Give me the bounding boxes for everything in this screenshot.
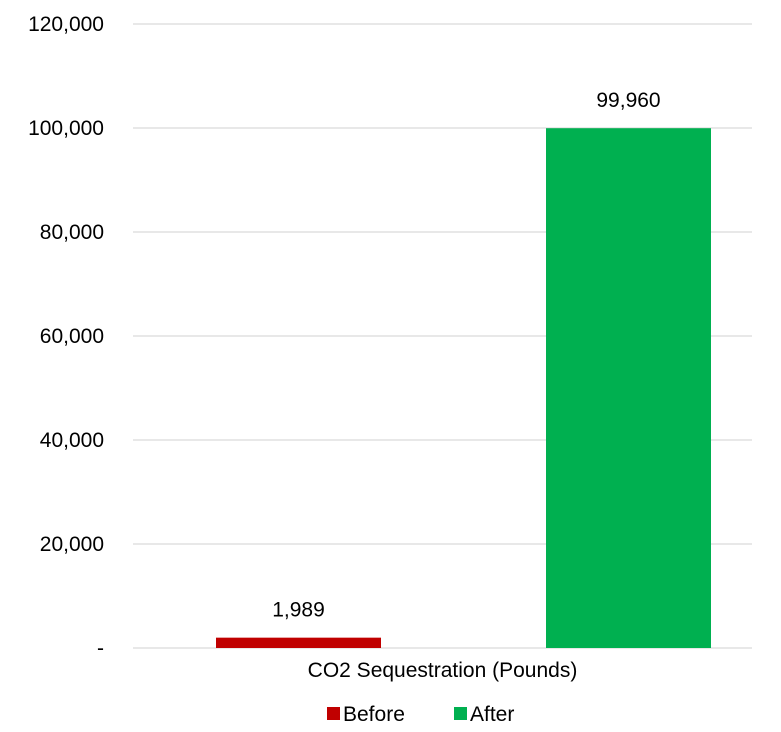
x-axis-category-labels: CO2 Sequestration (Pounds): [308, 659, 578, 682]
data-labels: 1,989 99,960: [272, 89, 660, 621]
legend-swatch-after: [454, 707, 467, 720]
bars: [216, 128, 711, 648]
y-tick-label: 40,000: [40, 429, 104, 452]
y-tick-label: -: [97, 637, 104, 660]
y-tick-label: 80,000: [40, 221, 104, 244]
legend-label-before: Before: [343, 703, 405, 726]
x-category-label: CO2 Sequestration (Pounds): [308, 659, 578, 682]
gridlines: [133, 23, 752, 649]
legend-item-after: After: [454, 703, 514, 726]
legend: Before After: [327, 703, 514, 726]
bar-after: [546, 128, 711, 648]
data-label-after: 99,960: [596, 89, 660, 112]
y-tick-label: 120,000: [28, 13, 104, 36]
bar-before: [216, 637, 381, 648]
y-tick-label: 60,000: [40, 325, 104, 348]
legend-item-before: Before: [327, 703, 405, 726]
y-tick-label: 100,000: [28, 117, 104, 140]
legend-label-after: After: [470, 703, 514, 726]
y-tick-label: 20,000: [40, 533, 104, 556]
legend-swatch-before: [327, 707, 340, 720]
y-axis-tick-labels: - 20,000 40,000 60,000 80,000 100,000 120,000: [28, 13, 104, 660]
data-label-before: 1,989: [272, 599, 325, 622]
